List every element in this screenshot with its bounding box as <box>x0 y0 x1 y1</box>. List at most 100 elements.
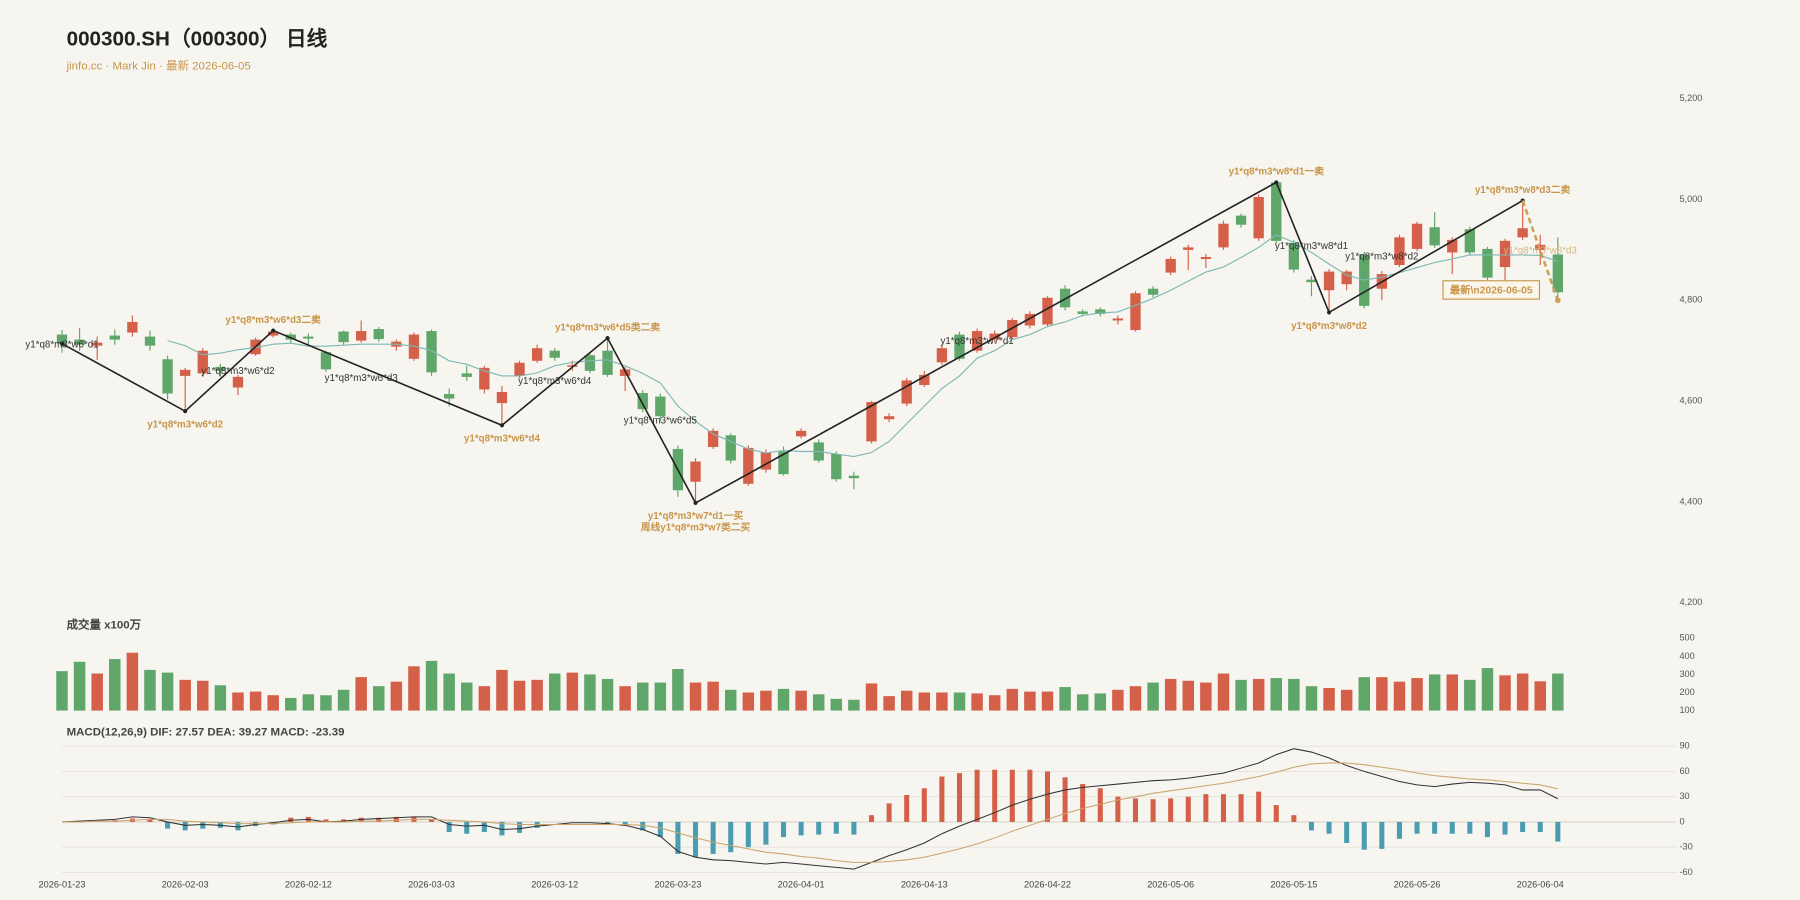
volume-bar <box>883 696 895 711</box>
macd-bar <box>464 821 470 834</box>
zigzag-label: y1*q8*m3*w6*d5类二卖 <box>555 320 660 333</box>
volume-bar <box>1305 686 1318 711</box>
volume-bar <box>619 686 631 711</box>
volume-bar <box>461 682 473 711</box>
macd-bar <box>1238 794 1244 822</box>
macd-bar <box>1326 821 1332 834</box>
y-tick-label: 5,200 <box>1679 93 1702 103</box>
y-tick-label: -60 <box>1679 867 1692 877</box>
macd-bar <box>1220 794 1226 822</box>
x-tick-label: 2026-05-15 <box>1270 879 1317 889</box>
volume-bar <box>672 669 684 711</box>
volume-bar <box>197 680 209 711</box>
latest-label: 最新\n2026-06-05 <box>1450 283 1533 296</box>
x-tick-label: 2026-05-06 <box>1147 879 1194 889</box>
x-tick-label: 2026-02-03 <box>162 879 209 889</box>
volume-bar <box>373 686 385 711</box>
candle-body <box>1341 271 1352 285</box>
candle-body <box>1552 254 1564 293</box>
volume-bar <box>267 695 279 711</box>
volume-bar <box>1182 680 1195 711</box>
candle-body <box>56 334 68 344</box>
macd-bar <box>640 821 646 831</box>
candle-body <box>92 342 103 346</box>
x-tick-label: 2026-06-04 <box>1517 879 1564 889</box>
candle-body <box>1411 223 1423 249</box>
candle-body <box>479 367 490 390</box>
macd-title: MACD(12,26,9) DIF: 27.57 DEA: 39.27 MACD… <box>67 726 345 738</box>
candle-body <box>162 359 173 394</box>
macd-bar <box>147 819 153 822</box>
macd-bar <box>1484 821 1490 838</box>
volume-bar <box>478 686 491 711</box>
volume-bar <box>724 689 737 711</box>
candle-body <box>584 355 596 371</box>
ma-line <box>167 234 1559 458</box>
volume-bar <box>1059 687 1071 711</box>
zigzag-label: 周线y1*q8*m3*w7类二买 <box>641 521 751 534</box>
candle-body <box>426 331 437 373</box>
volume-bar <box>161 672 174 711</box>
volume-bar <box>1094 693 1107 711</box>
volume-bar <box>513 680 526 711</box>
stroke-note: y1*q8*m3*w8*d2 <box>1345 252 1418 263</box>
x-tick-label: 2026-01-23 <box>39 879 86 889</box>
macd-bar <box>376 817 382 822</box>
candle-body <box>1271 182 1282 241</box>
macd-bar <box>1379 821 1385 849</box>
y-tick-label: 0 <box>1679 816 1684 826</box>
macd-bar <box>868 815 875 822</box>
candle-body <box>1482 248 1493 278</box>
volume-bar <box>971 693 983 711</box>
y-tick-label: 100 <box>1679 705 1694 715</box>
stroke-note: y1*q8*m3*w8*d1 <box>1275 241 1348 252</box>
macd-bar <box>693 821 699 858</box>
zigzag-label: y1*q8*m3*w8*d2 <box>1291 321 1367 332</box>
zigzag-point <box>271 328 276 333</box>
candle-body <box>1499 240 1511 268</box>
macd-bar <box>710 821 716 854</box>
candle-body <box>1183 247 1194 250</box>
x-tick-label: 2026-03-23 <box>654 879 701 889</box>
macd-bar <box>921 788 927 822</box>
volume-bar <box>1217 673 1230 711</box>
macd-bar <box>1396 821 1402 839</box>
candle-body <box>109 335 120 340</box>
candle-body <box>567 365 578 367</box>
candle-body <box>549 350 560 358</box>
macd-bar <box>200 821 206 829</box>
x-tick-label: 2026-03-12 <box>531 879 578 889</box>
x-tick-label: 2026-02-12 <box>285 879 332 889</box>
volume-bar <box>1164 678 1177 711</box>
candle-body <box>778 451 789 475</box>
candle-body <box>514 362 525 376</box>
volume-bar <box>1323 687 1335 711</box>
macd-bar <box>517 821 523 833</box>
candle-body <box>373 329 384 340</box>
candle-body <box>760 452 772 470</box>
volume-bar <box>689 682 702 711</box>
macd-bar <box>1308 821 1314 831</box>
candle-body <box>320 352 332 370</box>
macd-bar <box>763 821 769 845</box>
zigzag-label: y1*q8*m3*w8*d1一卖 <box>1229 165 1325 178</box>
volume-bar <box>1006 688 1019 711</box>
candle-body <box>1042 297 1053 325</box>
zigzag-point <box>1274 180 1279 185</box>
volume-bar <box>1534 681 1546 711</box>
x-tick-label: 2026-03-03 <box>408 879 455 889</box>
stroke-note: y1*q8*m3*w8*d3 <box>1504 245 1577 256</box>
y-tick-label: -30 <box>1679 842 1692 852</box>
candle-body <box>954 334 965 359</box>
volume-bar <box>179 679 191 711</box>
volume-bar <box>830 698 843 711</box>
volume-bar <box>953 692 966 711</box>
volume-bar <box>109 659 121 711</box>
x-tick-label: 2026-04-22 <box>1024 879 1071 889</box>
macd-bar <box>446 821 452 833</box>
zigzag-point <box>693 500 698 505</box>
candle-body <box>1147 288 1159 295</box>
x-tick-label: 2026-05-26 <box>1394 879 1441 889</box>
macd-bar <box>1291 815 1297 822</box>
candle-body <box>883 416 895 420</box>
